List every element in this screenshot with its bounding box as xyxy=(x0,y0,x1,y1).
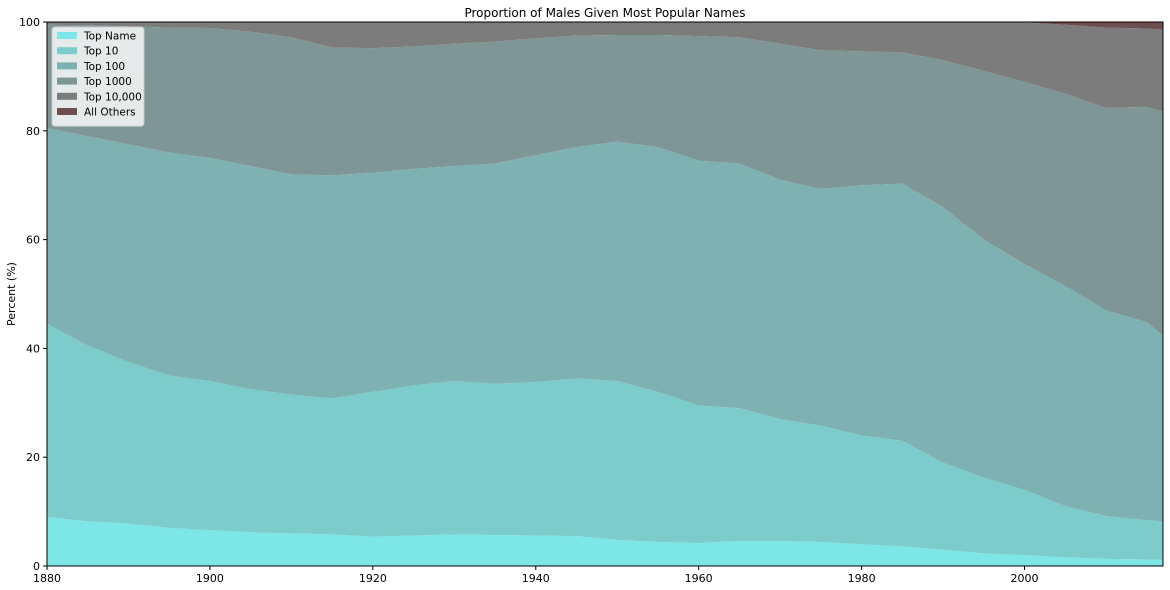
y-tick-label: 100 xyxy=(19,16,40,29)
chart-title: Proportion of Males Given Most Popular N… xyxy=(464,6,745,20)
y-tick-label: 60 xyxy=(26,234,40,247)
legend-label-top-1000: Top 1000 xyxy=(83,76,132,88)
x-tick-label: 1880 xyxy=(33,572,61,585)
y-axis-label: Percent (%) xyxy=(5,262,18,326)
area-top-1000 xyxy=(47,24,1163,336)
x-tick-label: 1900 xyxy=(196,572,224,585)
legend-swatch-top-1000 xyxy=(57,77,77,85)
area-top-100 xyxy=(47,128,1163,522)
y-axis: 0 20 40 60 80 100 xyxy=(19,16,47,573)
x-tick-label: 1980 xyxy=(848,572,876,585)
legend-swatch-top-10-000 xyxy=(57,92,77,100)
legend-swatch-top-name xyxy=(57,32,77,39)
legend-swatch-all-others xyxy=(57,108,77,115)
legend-label-top-100: Top 100 xyxy=(83,61,125,73)
legend: Top Name Top 10 Top 100 Top 1000 Top 10,000 A… xyxy=(51,26,145,127)
x-tick-label: 1920 xyxy=(359,572,387,585)
legend-label-top-10: Top 10 xyxy=(83,46,118,58)
y-tick-label: 40 xyxy=(26,342,40,355)
x-tick-label: 2000 xyxy=(1011,572,1039,585)
area-top-10-000 xyxy=(47,22,1163,112)
legend-label-top-name: Top Name xyxy=(83,31,136,43)
x-tick-label: 1940 xyxy=(522,572,550,585)
area-all-others xyxy=(47,22,1163,30)
plot-frame xyxy=(46,21,1164,567)
x-axis: 1880 1900 1920 1940 1960 1980 2000 xyxy=(33,566,1039,585)
y-tick-label: 80 xyxy=(26,125,40,138)
legend-swatch-top-10 xyxy=(57,47,77,55)
x-tick-label: 1960 xyxy=(685,572,713,585)
area-layers xyxy=(47,22,1163,566)
y-tick-label: 20 xyxy=(26,451,40,464)
y-tick-label: 0 xyxy=(33,560,40,573)
area-top-name xyxy=(47,517,1163,566)
area-top-10 xyxy=(47,323,1163,560)
legend-label-top-10-000: Top 10,000 xyxy=(83,91,142,103)
legend-swatch-top-100 xyxy=(57,62,77,70)
legend-label-all-others: All Others xyxy=(84,107,136,119)
